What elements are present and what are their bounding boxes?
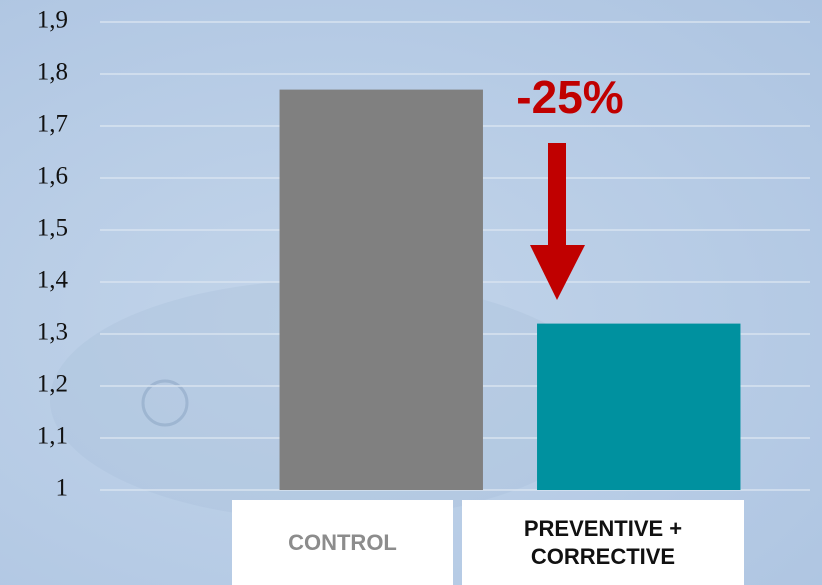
y-tick-label: 1,3 [37, 319, 68, 346]
background-decoration [141, 379, 189, 427]
x-tick-label: PREVENTIVE + CORRECTIVE [462, 500, 744, 585]
y-tick-label: 1 [56, 475, 69, 502]
bar [279, 89, 483, 490]
y-tick-label: 1,2 [37, 371, 68, 398]
y-tick-label: 1,6 [37, 163, 68, 190]
x-tick-label: CONTROL [232, 500, 453, 585]
y-tick-label: 1,4 [37, 267, 69, 294]
y-tick-label: 1,9 [37, 7, 68, 34]
y-tick-label: 1,7 [37, 111, 68, 138]
y-tick-label: 1,5 [37, 215, 68, 242]
bar [537, 323, 741, 490]
y-tick-label: 1,8 [37, 59, 68, 86]
annotation-arrow [548, 143, 566, 247]
annotation: -25% [516, 71, 623, 123]
annotation-arrow [530, 245, 585, 300]
y-tick-label: 1,1 [37, 423, 68, 450]
